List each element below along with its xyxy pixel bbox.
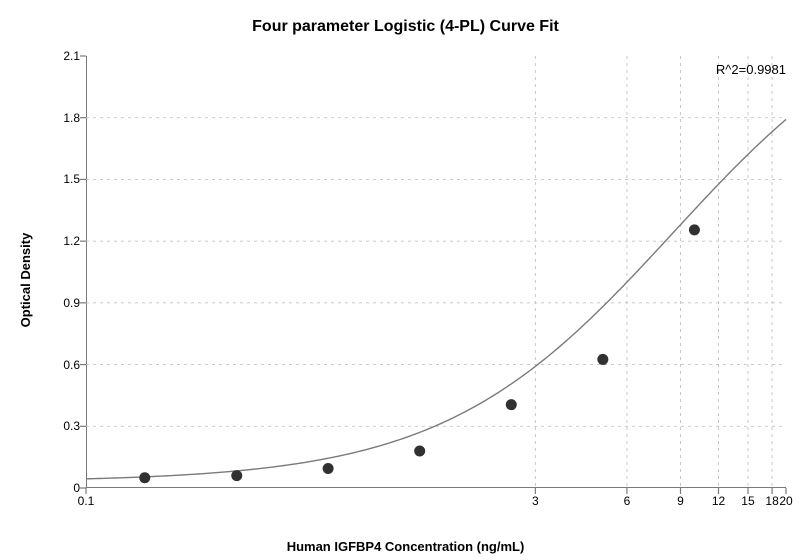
data-point: [139, 472, 150, 483]
y-tick-label: 1.2: [63, 234, 80, 248]
x-tick-label: 6: [624, 494, 631, 508]
y-tick-label: 0: [73, 481, 80, 495]
fit-curve: [86, 119, 786, 478]
y-tick-label: 2.1: [63, 49, 80, 63]
y-tick-label: 1.8: [63, 111, 80, 125]
data-point: [231, 470, 242, 481]
x-axis-label: Human IGFBP4 Concentration (ng/mL): [0, 539, 811, 554]
x-tick-label: 12: [712, 494, 725, 508]
x-tick-label: 0.1: [78, 494, 95, 508]
data-point: [689, 224, 700, 235]
y-tick-label: 0.9: [63, 296, 80, 310]
x-tick-label: 20: [779, 494, 792, 508]
x-tick-label: 15: [741, 494, 754, 508]
data-point: [597, 354, 608, 365]
y-tick-label: 0.3: [63, 419, 80, 433]
x-tick-label: 18: [765, 494, 778, 508]
data-point: [323, 463, 334, 474]
x-tick-label: 9: [677, 494, 684, 508]
y-tick-label: 0.6: [63, 358, 80, 372]
y-axis-label: Optical Density: [18, 233, 33, 328]
plot-area: 0.136912151820 00.30.60.91.21.51.82.1 R^…: [86, 56, 786, 488]
x-tick-label: 3: [532, 494, 539, 508]
y-tick-label: 1.5: [63, 172, 80, 186]
chart-root: Four parameter Logistic (4-PL) Curve Fit…: [0, 0, 811, 560]
r-squared-annotation: R^2=0.9981: [716, 62, 786, 77]
data-point: [414, 445, 425, 456]
plot-svg: [86, 56, 786, 488]
data-point: [506, 399, 517, 410]
chart-title: Four parameter Logistic (4-PL) Curve Fit: [0, 18, 811, 36]
